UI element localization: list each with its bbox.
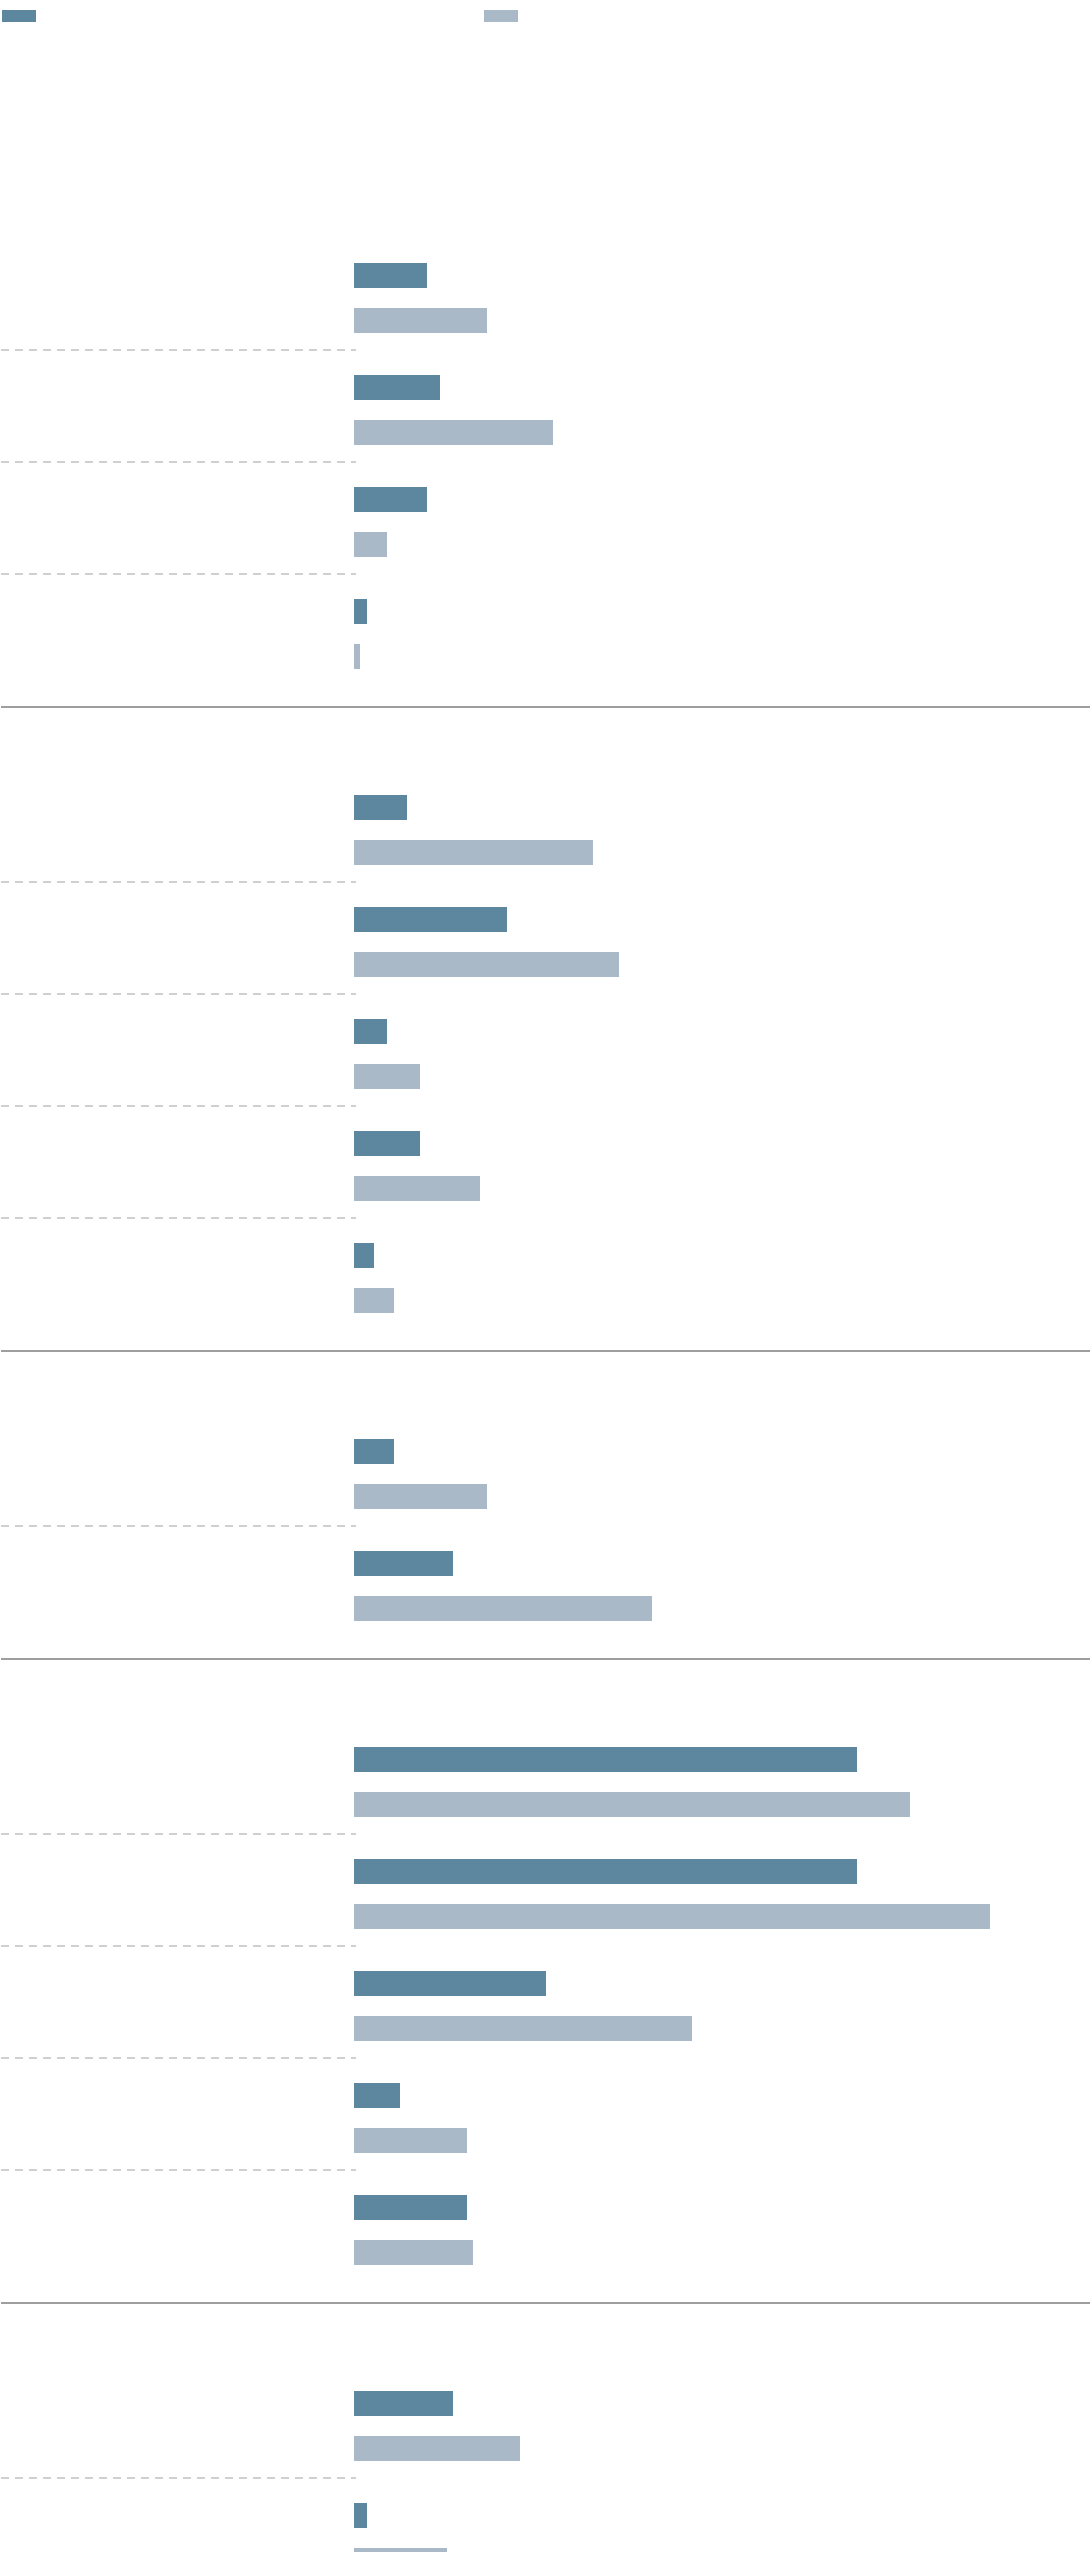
bar-g4-r5-s2 [354,2240,473,2265]
bar-g5-r1-s1 [354,2391,453,2416]
bar-g1-r4-s1 [354,599,367,624]
bar-g4-r2-s1 [354,1859,857,1884]
bar-g4-r3-s2 [354,2016,692,2041]
legend [2,10,518,22]
bar-g1-r3-s1 [354,487,427,512]
bar-g1-r4-s2 [354,644,360,669]
bar-g3-r2-s2 [354,1596,652,1621]
bar-g4-r3-s1 [354,1971,546,1996]
bar-g5-r2-s1 [354,2503,367,2528]
bar-g3-r2-s1 [354,1551,453,1576]
bar-g4-r4-s2 [354,2128,467,2153]
bar-g4-r2-s2 [354,1904,990,1929]
bar-g3-r1-s1 [354,1439,394,1464]
bar-g5-r2-s2 [354,2548,447,2552]
bar-g2-r5-s1 [354,1243,374,1268]
bar-g2-r1-s2 [354,840,593,865]
bar-g1-r2-s1 [354,375,440,400]
legend-swatch-2 [484,10,518,22]
bar-g2-r3-s1 [354,1019,387,1044]
bar-g2-r1-s1 [354,795,407,820]
bar-g4-r1-s1 [354,1747,857,1772]
dividers [1,349,1090,2479]
bars [354,263,990,2552]
bar-g3-r1-s2 [354,1484,487,1509]
bar-g1-r1-s2 [354,308,487,333]
bar-g4-r4-s1 [354,2083,400,2108]
legend-swatch-1 [2,10,36,22]
bar-g1-r2-s2 [354,420,553,445]
bar-g2-r2-s2 [354,952,619,977]
bar-g1-r3-s2 [354,532,387,557]
bar-g2-r4-s2 [354,1176,480,1201]
bar-g5-r1-s2 [354,2436,520,2461]
bar-g4-r1-s2 [354,1792,910,1817]
bar-g2-r2-s1 [354,907,507,932]
bar-g2-r4-s1 [354,1131,420,1156]
bar-g2-r3-s2 [354,1064,420,1089]
bar-g2-r5-s2 [354,1288,394,1313]
bar-g1-r1-s1 [354,263,427,288]
bar-g4-r5-s1 [354,2195,467,2220]
